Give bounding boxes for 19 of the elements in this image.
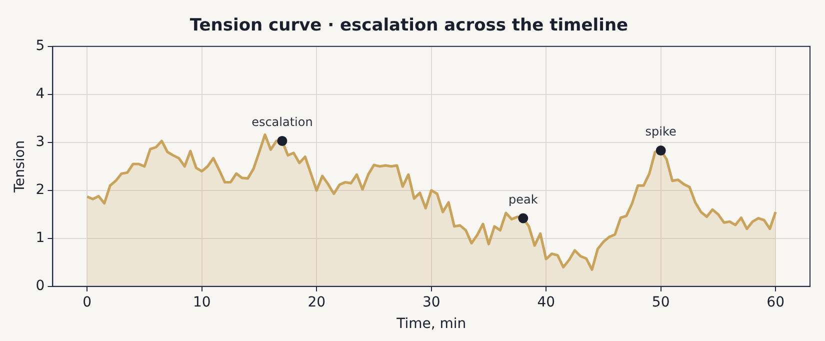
x-tick-label: 30	[422, 294, 440, 310]
x-tick-label: 0	[82, 294, 92, 310]
y-tick-label: 2	[36, 182, 45, 198]
chart-title: Tension curve · escalation across the timeline	[190, 16, 628, 36]
y-tick-label: 5	[36, 38, 45, 54]
y-tick-label: 1	[36, 230, 45, 246]
y-tick-label: 4	[36, 86, 45, 102]
annotation: escalation	[252, 115, 313, 130]
x-tick-label: 10	[192, 294, 211, 310]
annotation: spike	[645, 124, 676, 139]
annotation: peak	[508, 192, 538, 206]
x-tick-label: 50	[652, 294, 670, 310]
x-tick-label: 60	[766, 294, 784, 310]
x-tick-label: 40	[537, 294, 556, 310]
y-tick-label: 0	[36, 278, 45, 294]
x-axis-title: Time, min	[396, 316, 466, 332]
x-tick-label: 20	[308, 294, 326, 310]
y-tick-label: 3	[36, 134, 45, 150]
y-axis-title: Tension	[12, 140, 28, 194]
